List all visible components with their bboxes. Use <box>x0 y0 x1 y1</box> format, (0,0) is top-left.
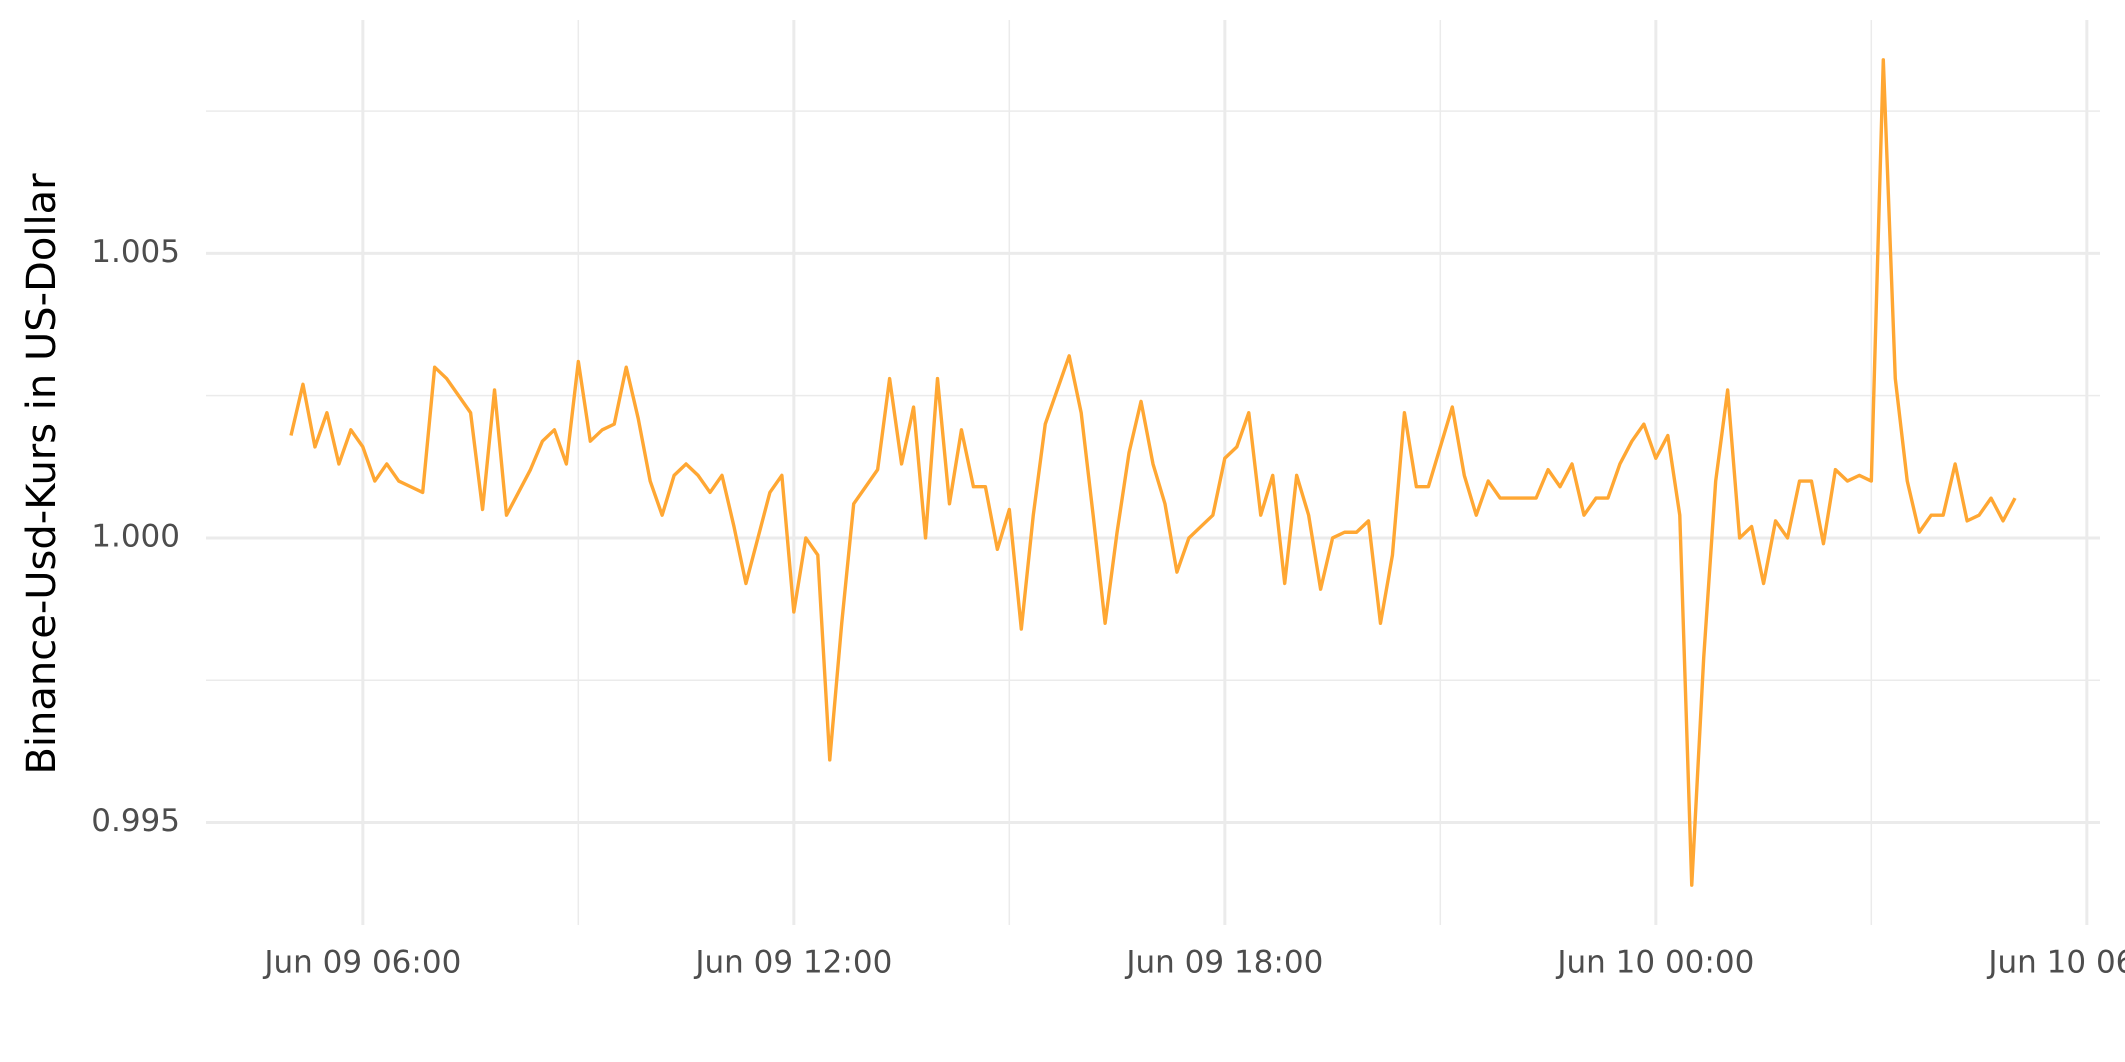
data-line <box>289 58 2017 887</box>
y-tick-label: 0.995 <box>91 803 180 839</box>
x-tick-label: Jun 09 06:00 <box>262 945 461 981</box>
x-tick-label: Jun 10 06:00 <box>1986 945 2125 981</box>
y-tick-label: 1.005 <box>91 234 180 270</box>
x-tick-label: Jun 09 12:00 <box>693 945 892 981</box>
y-tick-label: 1.000 <box>91 518 180 554</box>
y-axis-label: Binance-Usd-Kurs in US-Dollar <box>19 173 65 775</box>
x-tick-label: Jun 10 00:00 <box>1555 945 1754 981</box>
x-tick-label: Jun 09 18:00 <box>1124 945 1323 981</box>
